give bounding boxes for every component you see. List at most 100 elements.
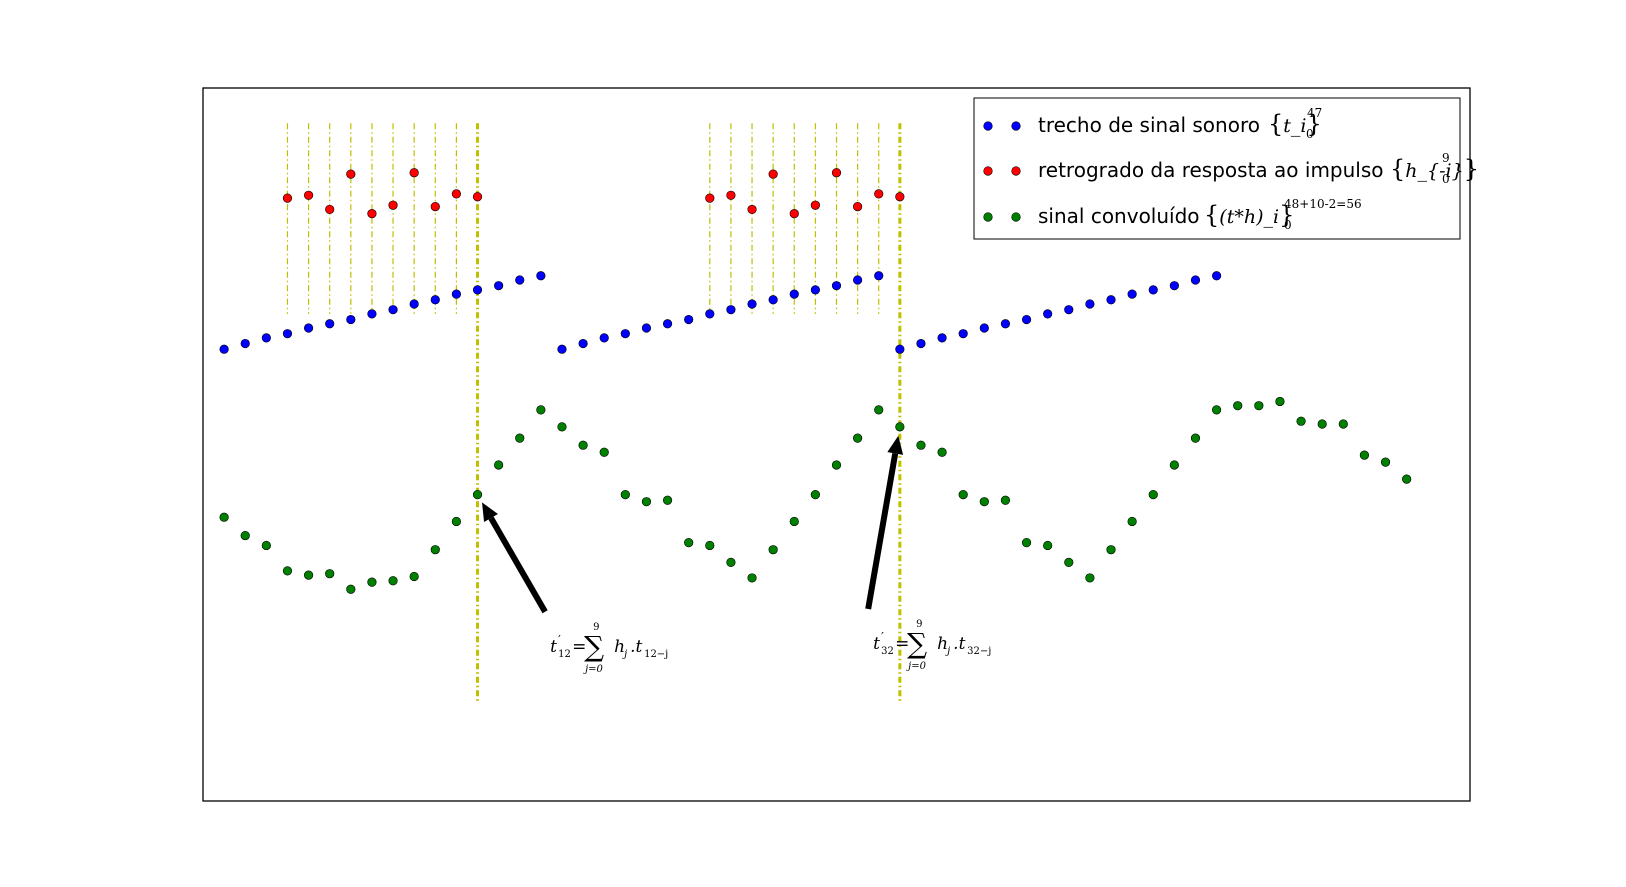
series-0-seg-2-point-3 [958, 329, 968, 339]
series-0-seg-2-point-12 [1148, 285, 1158, 295]
legend-math-blue-sub: 0 [1306, 127, 1314, 141]
series-2-point-44 [1148, 490, 1158, 500]
series-2-point-13 [494, 460, 504, 470]
formula-t12-h-sub: j [622, 649, 627, 660]
series-2-point-0 [219, 512, 229, 522]
formula-t12-prime: ′ [558, 633, 561, 647]
formula-t32-h: h [937, 634, 948, 654]
annotation-arrow-head-t12 [482, 502, 498, 523]
legend-marker-red-1 [983, 166, 993, 176]
series-2-point-6 [346, 584, 356, 594]
series-0-seg-1-point-5 [662, 319, 673, 329]
series-0-seg-1-point-6 [684, 314, 694, 325]
series-0-seg-1-point-14 [853, 275, 863, 285]
series-1-seg-1-point-4 [789, 209, 799, 219]
series-2-point-51 [1296, 416, 1306, 426]
series-1-seg-0-point-9 [472, 192, 483, 202]
legend-label-blue: trecho de sinal sonoro [1038, 113, 1260, 137]
formula-t32-h-sub: j [945, 646, 950, 657]
series-2-point-28 [810, 490, 820, 500]
series-1-seg-1-point-2 [747, 204, 757, 215]
series-2-point-42 [1106, 545, 1116, 555]
formula-t12-t: .t [630, 637, 642, 657]
series-2-point-48 [1233, 401, 1243, 411]
series-0-seg-0-point-2 [261, 333, 271, 343]
series-2-point-40 [1064, 557, 1074, 567]
series-0-seg-0-point-4 [303, 323, 314, 333]
formula-t32-sum-top: 9 [916, 619, 922, 630]
series-2-point-33 [916, 440, 926, 450]
series-2-point-4 [303, 570, 314, 580]
legend-math-red-sub: 0 [1442, 172, 1450, 186]
series-0-seg-0-point-14 [515, 275, 525, 285]
series-1-seg-1-point-0 [705, 193, 715, 203]
series-2-point-18 [599, 447, 609, 457]
series-2-point-34 [937, 447, 947, 457]
legend: trecho de sinal sonoro {t_i} 47 0 retrog… [973, 97, 1479, 240]
series-0-seg-1-point-1 [578, 338, 588, 349]
series-1-seg-1-point-9 [895, 192, 905, 202]
annotation-arrow-shaft-t32 [865, 452, 899, 610]
series-0-seg-1-point-4 [641, 323, 652, 333]
legend-label-red: retrogrado da resposta ao impulso [1038, 158, 1384, 182]
series-2-point-36 [979, 497, 989, 507]
series-0-seg-0-point-3 [282, 329, 293, 339]
series-2-point-16 [557, 422, 567, 432]
series-1-seg-1-point-1 [726, 190, 736, 200]
series-2-point-19 [620, 490, 630, 500]
series-0-seg-1-point-7 [705, 309, 715, 319]
formula-t12-sum-bottom: j=0 [583, 664, 603, 675]
legend-math-green-sub: 0 [1284, 218, 1292, 232]
legend-math-red-sup: 9 [1442, 151, 1450, 165]
series-0-seg-1-point-3 [620, 329, 630, 339]
series-0-seg-1-point-13 [831, 281, 842, 291]
series-2-point-12 [472, 490, 483, 500]
formula-t32-lhs-sub: 32 [881, 646, 894, 657]
series-0-seg-2-point-6 [1021, 314, 1032, 325]
series-0-seg-2-point-14 [1190, 275, 1201, 285]
series-1-seg-0-point-4 [367, 209, 377, 219]
series-0-seg-0-point-6 [346, 314, 356, 325]
series-1-seg-0-point-1 [303, 190, 314, 200]
series-0-seg-0-point-9 [409, 299, 419, 309]
series-0-seg-2-point-15 [1211, 271, 1222, 281]
series-1-seg-0-point-5 [388, 200, 398, 210]
series-0-seg-0-point-13 [494, 281, 504, 291]
series-0-seg-1-point-12 [810, 285, 820, 295]
series-2-point-47 [1211, 405, 1222, 415]
series-0-seg-2-point-4 [979, 323, 989, 333]
formula-t32-lhs: t [873, 634, 880, 654]
series-2-point-5 [325, 569, 335, 579]
series-1-seg-1-point-5 [810, 200, 820, 210]
legend-marker-green-1 [983, 212, 993, 222]
series-2-point-35 [958, 490, 968, 500]
legend-marker-blue-1 [983, 121, 993, 131]
annotation-labels: t ′12 =∑9j=0h j .t 12−jt ′32 =∑9j=0h j .t 32−j [550, 619, 991, 675]
series-2-point-23 [705, 540, 715, 551]
series-1-seg-1-point-7 [853, 201, 863, 212]
series-2-point-27 [789, 516, 799, 527]
formula-t12-eq: = [572, 637, 586, 657]
series-2-point-9 [409, 571, 419, 582]
legend-marker-red-2 [1011, 166, 1021, 176]
legend-marker-green-2 [1011, 212, 1021, 222]
series-2-point-15 [536, 405, 546, 415]
series-2-point-29 [831, 460, 842, 470]
series-0-seg-0-point-5 [325, 319, 335, 329]
series-1-seg-0-point-3 [346, 169, 356, 179]
series-2-point-52 [1317, 419, 1327, 429]
series-2-point-11 [451, 516, 462, 527]
series-0-seg-0-point-12 [472, 285, 483, 295]
annotation-arrow-shaft-t12 [488, 516, 548, 614]
series-0-seg-2-point-10 [1106, 295, 1116, 305]
series-2-point-14 [515, 433, 525, 443]
series-2-point-30 [853, 433, 863, 443]
formula-t32-t-sub: 32−j [967, 646, 991, 657]
series-0-seg-2-point-13 [1169, 281, 1179, 291]
series-0-seg-0-point-15 [536, 271, 546, 281]
series-0-seg-0-point-7 [367, 309, 377, 319]
legend-entry-green: sinal convoluído {(t*h)_i} 48+10-2=56 0 [983, 197, 1362, 232]
series-0-seg-2-point-0 [895, 344, 905, 354]
formula-t32-prime: ′ [881, 630, 884, 644]
series-2-point-1 [240, 530, 250, 541]
